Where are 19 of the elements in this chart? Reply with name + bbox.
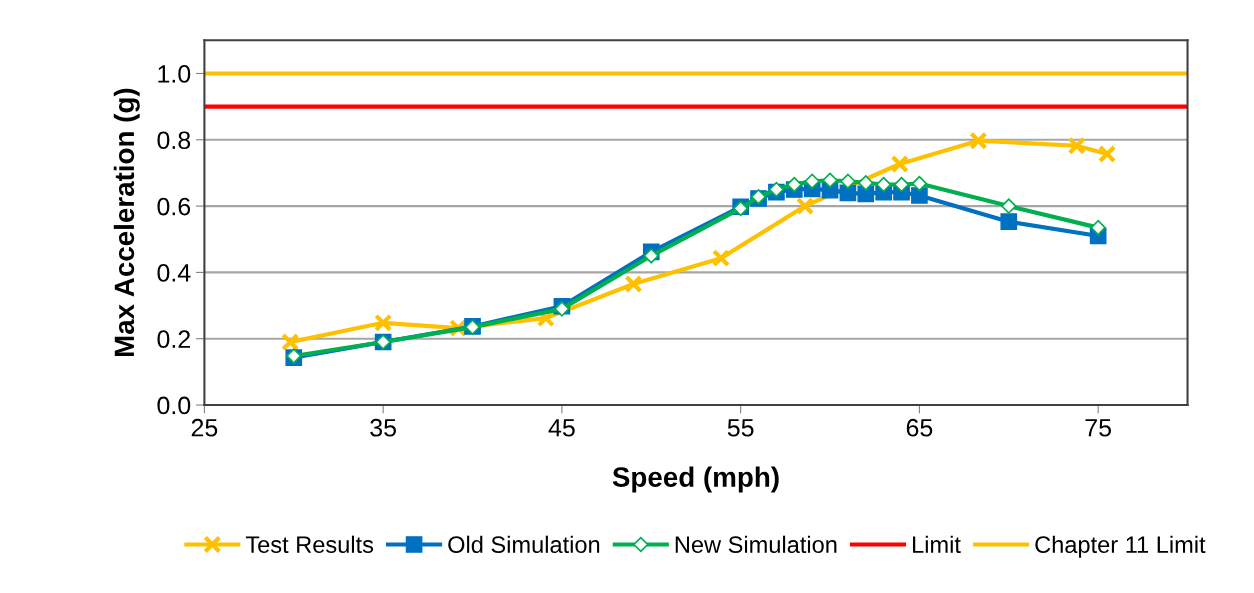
y-tick-label: 1.0	[158, 65, 191, 83]
x-tick-label: 35	[370, 418, 397, 437]
y-tick-label: 0.6	[157, 197, 191, 216]
legend-label: Chapter 11 Limit	[1035, 535, 1206, 558]
x-tick-label: 45	[548, 419, 575, 437]
y-tick-label: 0.4	[157, 264, 191, 282]
legend-label: New Simulation	[675, 535, 837, 554]
legend-label: Limit	[913, 535, 961, 553]
x-tick-label: 75	[1085, 419, 1112, 437]
x-tick-label: 65	[906, 418, 933, 437]
x-axis-title: Speed (mph)	[612, 466, 779, 493]
legend-label: Old Simulation	[448, 535, 600, 554]
x-tick-label: 25	[191, 418, 218, 437]
y-tick-label: 0.2	[157, 330, 190, 349]
x-tick-label: 55	[727, 419, 754, 437]
legend-label: Test Results	[245, 535, 374, 554]
y-tick-label: 0.8	[157, 131, 191, 150]
y-axis-title: Max Acceleration (g)	[113, 88, 140, 357]
y-tick-label: 0.0	[157, 396, 191, 415]
